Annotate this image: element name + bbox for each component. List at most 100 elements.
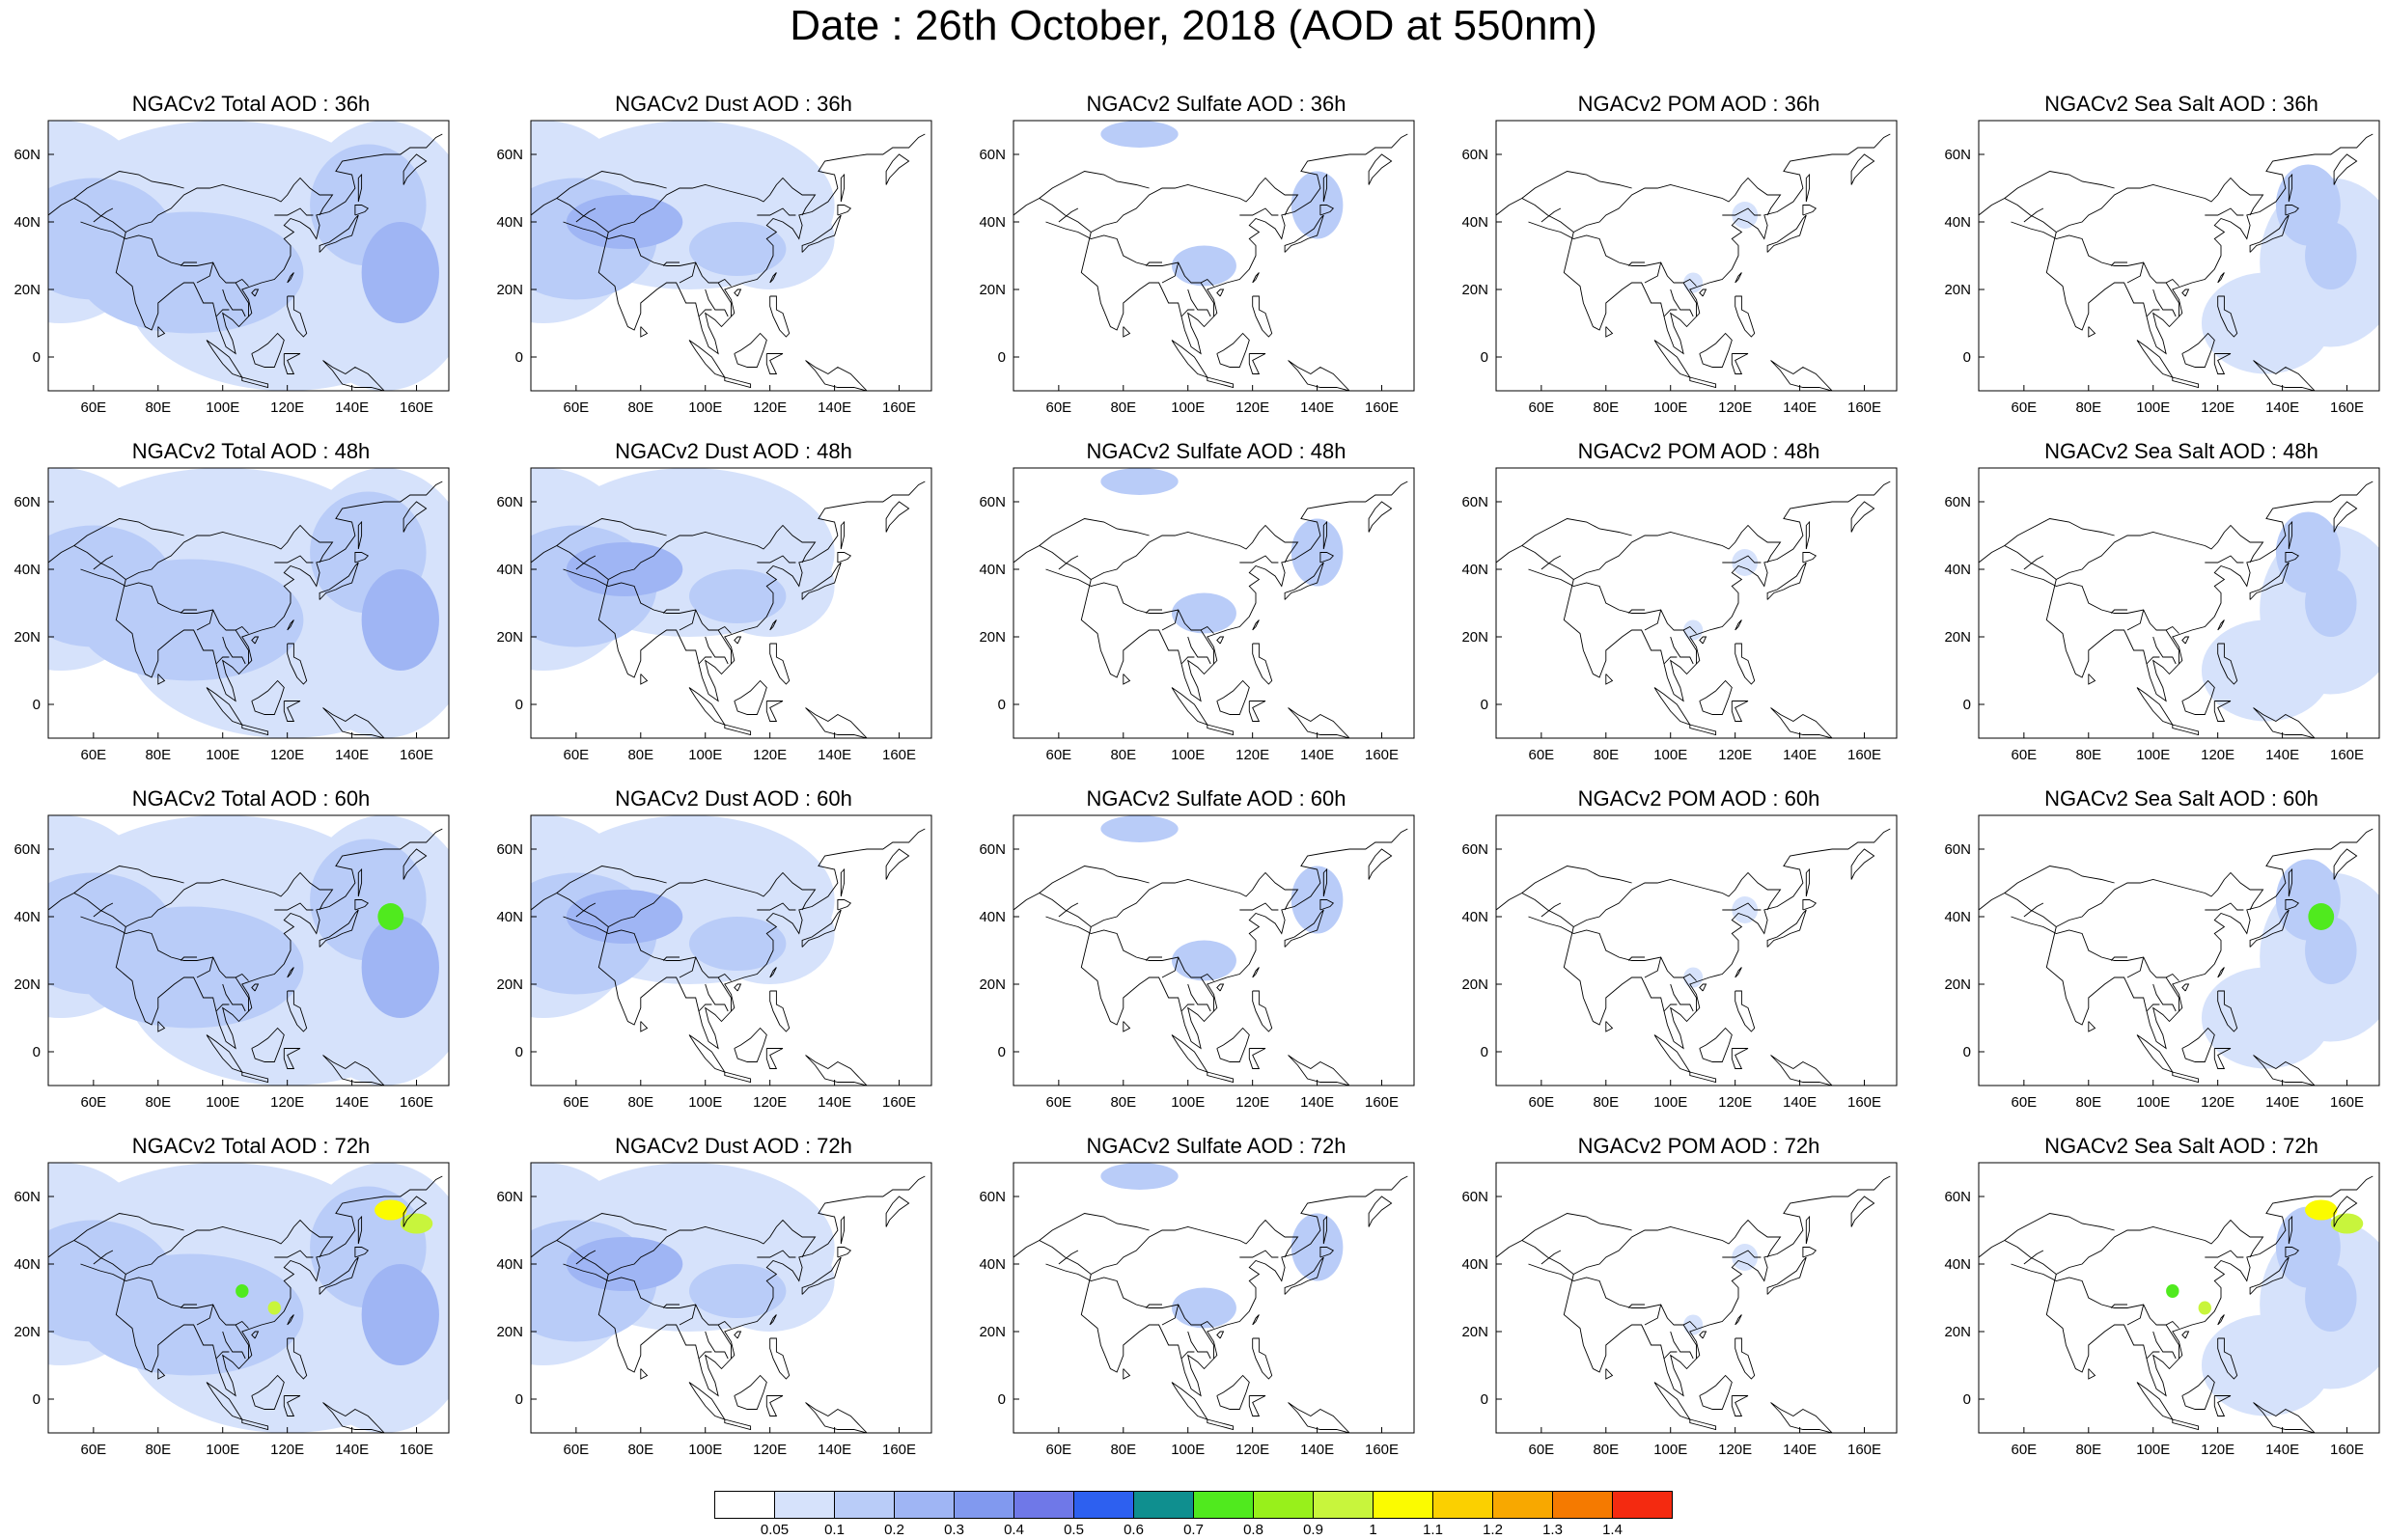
aod-shading [2198, 1301, 2211, 1315]
coastline [717, 629, 732, 664]
coastline [2217, 1337, 2238, 1380]
map-plot: 60E 80E 100E 120E 140E 160E 60N 40N 20N 0 [979, 120, 1415, 416]
lon-tick-label: 60E [81, 1442, 107, 1458]
coastline [2285, 899, 2300, 911]
coastline [1058, 555, 1079, 570]
coastline [1528, 916, 1697, 981]
coastline [1288, 1055, 1350, 1086]
map-panel: NGACv2 POM AOD : 48h 60E 80E 100E 120E 140E 16… [1461, 439, 1979, 767]
map-panel: NGACv2 Dust AOD : 48h 60E 80E 100E 120E 140E 1… [496, 439, 1013, 767]
coastline [2126, 956, 2145, 978]
coastline [1058, 902, 1079, 918]
colorbar-label: 0.1 [824, 1522, 845, 1534]
coastline [1540, 902, 1562, 918]
lon-tick-label: 60E [2012, 1442, 2038, 1458]
coastline [1540, 555, 1562, 570]
lat-tick-label: 40N [1944, 1256, 1971, 1273]
coastline [575, 555, 597, 570]
coastline [2249, 562, 2290, 600]
colorbar-label: 0.8 [1243, 1522, 1263, 1534]
coastline [93, 1250, 114, 1265]
coastline [357, 1215, 363, 1245]
map-plot: 60E 80E 100E 120E 140E 160E 60N 40N 20N 0 [14, 1162, 450, 1458]
colorbar-label: 0.2 [884, 1522, 904, 1534]
coastline [2285, 1247, 2300, 1258]
lat-tick-label: 0 [1481, 1044, 1488, 1060]
lat-tick-label: 20N [14, 1324, 41, 1340]
coastline [2011, 221, 2179, 287]
coastline [2088, 326, 2096, 338]
panel-title: NGACv2 Sea Salt AOD : 60h [2044, 786, 2318, 811]
aod-shading [566, 542, 683, 596]
lon-tick-label: 140E [1783, 1094, 1817, 1111]
lon-tick-label: 160E [1365, 1442, 1399, 1458]
map-panel: NGACv2 Total AOD : 36h 60E 80E 100E 120E 140E… [14, 92, 531, 420]
coastline [1521, 866, 1632, 894]
map-panel: NGACv2 Sulfate AOD : 60h 60E 80E 100E 120E 14… [979, 786, 1496, 1114]
aod-shading [2305, 1199, 2338, 1221]
lon-tick-label: 160E [2330, 1442, 2364, 1458]
coastline [1252, 967, 1260, 978]
lon-tick-label: 120E [753, 747, 787, 763]
coastline [1161, 1304, 1180, 1326]
coastline [1322, 867, 1328, 897]
colorbar-swatch [774, 1491, 835, 1519]
coastline [157, 326, 166, 338]
colorbar-swatch [1133, 1491, 1194, 1519]
coastline [2056, 177, 2264, 233]
map-plot: 60E 80E 100E 120E 140E 160E 60N 40N 20N 0 [1944, 1162, 2380, 1458]
coastline [402, 153, 428, 185]
aod-shading [2201, 272, 2331, 374]
coastline [1216, 289, 1225, 297]
coastline [1802, 205, 1818, 216]
coastline [80, 1263, 249, 1329]
panel-title: NGACv2 Dust AOD : 36h [615, 92, 852, 116]
lon-tick-label: 140E [1300, 747, 1334, 763]
map-frame [1013, 467, 1415, 739]
panel-title: NGACv2 Total AOD : 72h [131, 1134, 371, 1158]
lat-tick-label: 20N [979, 282, 1006, 298]
map-frame [1978, 1162, 2380, 1434]
coastline [563, 916, 732, 981]
coastline [2249, 909, 2290, 948]
coastline [222, 1331, 246, 1360]
coastline [2253, 360, 2316, 391]
lat-tick-label: 60N [14, 841, 41, 858]
coastline [319, 214, 359, 253]
aod-shading [361, 1264, 439, 1365]
coastline [251, 289, 260, 297]
map-panel: NGACv2 Dust AOD : 72h 60E 80E 100E 120E 140E 1… [496, 1134, 1013, 1462]
coastline [1670, 636, 1694, 665]
lon-tick-label: 100E [1171, 1442, 1205, 1458]
map-plot: 60E 80E 100E 120E 140E 160E 60N 40N 20N 0 [979, 1162, 1415, 1458]
coastline [1770, 1055, 1833, 1086]
colorbar-label: 0.4 [1004, 1522, 1024, 1534]
coastline [287, 643, 308, 685]
map-frame [1978, 814, 2380, 1086]
lon-tick-label: 60E [81, 747, 107, 763]
coastline [283, 701, 301, 722]
coastline [2004, 866, 2115, 894]
lon-tick-label: 160E [882, 1442, 916, 1458]
coastline [805, 360, 868, 391]
coastline [2152, 289, 2177, 317]
coastline [1045, 1263, 1214, 1329]
coastline [2333, 153, 2358, 185]
coastline [157, 1021, 166, 1032]
coastline [1850, 848, 1875, 880]
map-plot: 60E 80E 100E 120E 140E 160E 60N 40N 20N 0 [496, 814, 932, 1111]
coastline [1288, 1402, 1350, 1433]
coastline [251, 1331, 260, 1339]
coastline [837, 552, 852, 564]
coastline [2217, 295, 2238, 338]
map-panel: NGACv2 Sea Salt AOD : 36h 60E 80E 100E 120E 1… [1944, 92, 2387, 420]
coastline [837, 1247, 852, 1258]
coastline [93, 555, 114, 570]
coastline [556, 866, 667, 894]
lon-tick-label: 140E [1783, 747, 1817, 763]
aod-shading [1100, 121, 1179, 148]
coastline [125, 871, 334, 927]
coastline [1689, 1071, 1717, 1084]
aod-shading [377, 903, 404, 930]
coastline [805, 1055, 868, 1086]
